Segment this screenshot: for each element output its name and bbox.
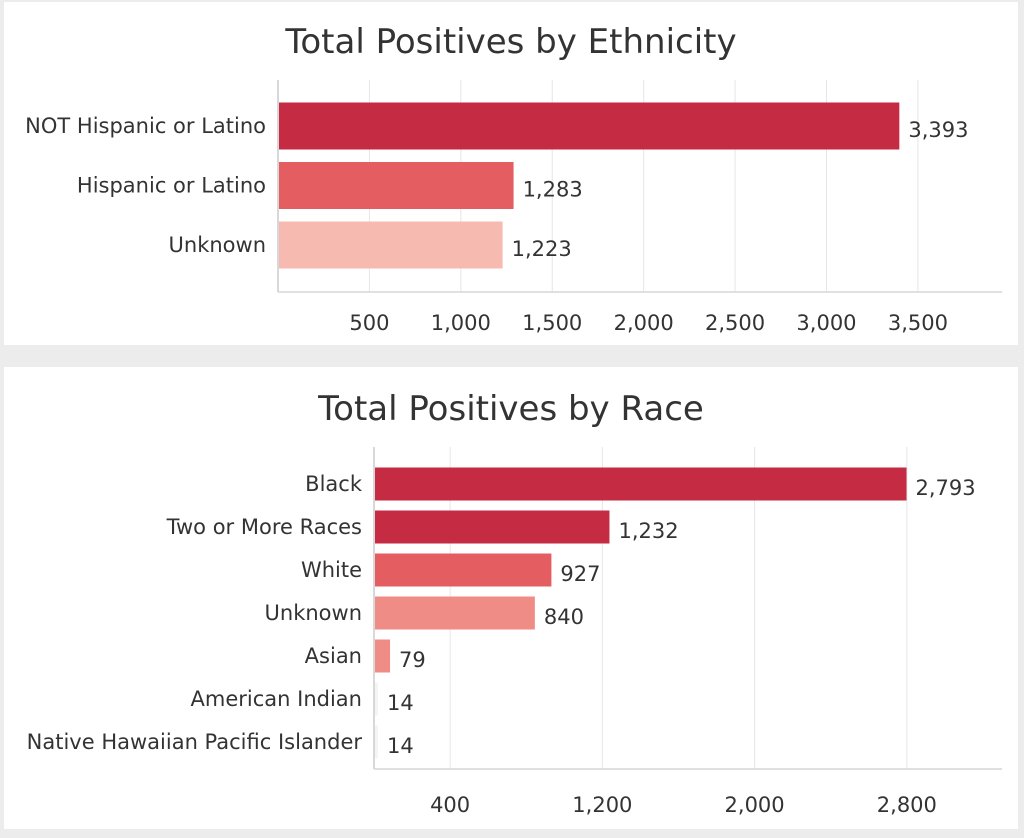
x-tick-label: 1,200: [572, 793, 632, 817]
bar[interactable]: [375, 553, 552, 587]
category-label: Hispanic or Latino: [77, 174, 266, 198]
bar[interactable]: [375, 596, 535, 630]
x-tick-label: 2,000: [725, 793, 785, 817]
x-tick-label: 3,500: [888, 311, 948, 335]
category-label: Black: [305, 472, 363, 496]
x-tick-label: 2,000: [614, 311, 674, 335]
category-label: American Indian: [191, 687, 362, 711]
race-chart-panel: Total Positives by Race 400 1,200 2,000 2,8…: [4, 367, 1018, 829]
value-label: 840: [544, 605, 584, 629]
category-label: NOT Hispanic or Latino: [25, 114, 266, 138]
x-tick-label: 400: [430, 793, 470, 817]
x-tick-label: 3,000: [796, 311, 856, 335]
race-bar-chart: 400 1,200 2,000 2,800 Black 2,793 Two or More …: [27, 447, 1002, 817]
bar[interactable]: [375, 510, 610, 544]
value-label: 2,793: [916, 476, 976, 500]
chart-title: Total Positives by Race: [318, 389, 704, 429]
category-label: Unknown: [265, 601, 362, 625]
ethnicity-bar-chart: 500 1,000 1,500 2,000 2,500 3,000 3,500 NOT His…: [25, 80, 1002, 335]
bar[interactable]: [279, 162, 514, 209]
x-tick-label: 1,500: [522, 311, 582, 335]
value-label: 14: [387, 734, 414, 758]
ethnicity-chart-panel: Total Positives by Ethnicity 500 1,000 1,5…: [4, 2, 1018, 345]
x-tick-label: 2,500: [705, 311, 765, 335]
value-label: 927: [560, 562, 600, 586]
category-label: Two or More Races: [166, 515, 362, 539]
value-label: 79: [399, 648, 426, 672]
x-tick-label: 1,000: [431, 311, 491, 335]
x-tick-label: 2,800: [877, 793, 937, 817]
value-label: 14: [387, 691, 414, 715]
value-label: 1,223: [512, 237, 572, 261]
category-label: Native Hawaiian Pacific Islander: [27, 730, 363, 754]
category-label: Unknown: [169, 233, 266, 257]
bar[interactable]: [279, 102, 900, 150]
value-label: 1,283: [523, 178, 583, 202]
bar[interactable]: [375, 467, 907, 501]
bar[interactable]: [279, 221, 503, 269]
bar[interactable]: [375, 725, 378, 759]
value-label: 3,393: [908, 118, 968, 142]
bar[interactable]: [375, 682, 378, 716]
x-tick-label: 500: [349, 311, 389, 335]
bar[interactable]: [375, 639, 391, 673]
category-label: White: [301, 558, 362, 582]
value-label: 1,232: [618, 519, 678, 543]
chart-title: Total Positives by Ethnicity: [285, 22, 737, 62]
category-label: Asian: [305, 644, 362, 668]
